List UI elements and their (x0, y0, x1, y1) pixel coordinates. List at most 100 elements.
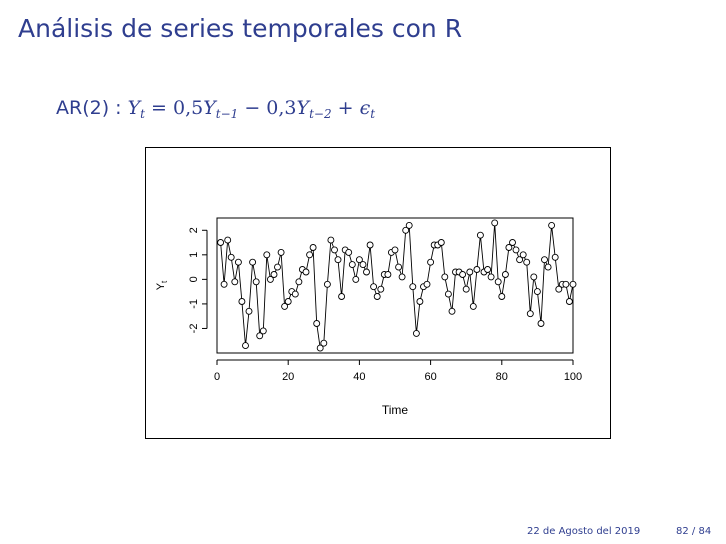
footer-date: 22 de Agosto del 2019 (527, 526, 641, 537)
data-point (398, 273, 406, 281)
data-point (224, 236, 232, 244)
data-point (377, 285, 385, 293)
data-point (295, 278, 303, 286)
x-tick-label: 40 (353, 371, 365, 383)
y-tick-label: 1 (188, 252, 200, 258)
data-point (498, 293, 506, 300)
data-point (391, 246, 399, 254)
data-point (355, 256, 363, 264)
data-point (551, 253, 559, 261)
data-point (313, 320, 321, 327)
data-point (270, 271, 278, 278)
data-point (395, 263, 403, 271)
formula-sub-t: t (140, 107, 145, 121)
data-point (316, 344, 324, 352)
data-point (266, 275, 274, 283)
time-series-chart: 0 20 40 60 80 100 -2 -1 0 1 2 Time Yt (155, 217, 582, 417)
data-point (548, 221, 556, 229)
data-point (516, 256, 524, 264)
data-point (509, 239, 516, 246)
data-point (291, 290, 299, 298)
data-point (331, 246, 338, 254)
data-point (466, 268, 474, 276)
x-tick-label: 100 (564, 371, 582, 383)
data-point (366, 241, 374, 249)
x-tick-label: 60 (424, 371, 436, 383)
ar2-formula: AR(2) : Yt = 0,5Yt−1 − 0,3Yt−2 + ϵt (56, 97, 375, 121)
x-tick-label: 80 (496, 371, 508, 383)
data-point (352, 275, 360, 283)
data-point (469, 302, 477, 310)
y-axis-title: Yt (155, 280, 169, 290)
data-point (345, 248, 353, 256)
data-point (569, 280, 577, 288)
data-point (370, 283, 378, 291)
data-point (448, 307, 456, 315)
data-point (284, 298, 292, 305)
plot-box (216, 217, 574, 354)
data-point (338, 293, 346, 300)
data-point (242, 342, 249, 350)
data-point (505, 244, 513, 251)
data-point (348, 261, 356, 269)
data-point (523, 258, 531, 266)
data-point (530, 273, 538, 281)
formula-sub1: t−1 (215, 107, 239, 121)
formula-coef2: 0,3 (266, 97, 297, 119)
data-point (491, 219, 499, 227)
data-point (476, 231, 484, 239)
data-point (526, 310, 534, 318)
data-point (227, 253, 235, 261)
data-point (537, 320, 545, 327)
data-point (405, 221, 413, 229)
data-point (363, 268, 370, 276)
formula-plus: + (337, 97, 354, 119)
data-point (441, 273, 449, 281)
data-point (302, 268, 310, 276)
data-point (459, 271, 467, 278)
formula-minus: − (244, 97, 261, 119)
data-point (220, 280, 228, 288)
data-point (238, 298, 246, 305)
data-point (494, 278, 502, 286)
formula-y1: Y (203, 97, 216, 119)
data-point (544, 263, 552, 271)
data-point (427, 258, 435, 266)
series-line (220, 222, 574, 350)
data-point (437, 239, 445, 246)
slide-title: Análisis de series temporales con R (18, 14, 463, 43)
data-point (462, 285, 470, 293)
data-point (473, 266, 481, 273)
data-point (487, 273, 495, 281)
data-point (234, 258, 242, 266)
data-point (512, 246, 520, 254)
formula-y: Y (127, 97, 141, 119)
data-point (256, 332, 264, 340)
data-point (484, 266, 492, 273)
data-point (565, 298, 573, 305)
formula-y2: Y (296, 97, 310, 119)
formula-lhs: AR(2) : (56, 97, 122, 119)
data-point (423, 280, 431, 288)
data-point (501, 271, 509, 278)
data-point (231, 278, 239, 286)
data-point (334, 256, 342, 264)
data-point (259, 327, 267, 335)
y-tick-label: 2 (188, 227, 200, 233)
x-tick-label: 0 (214, 371, 220, 383)
data-point (402, 226, 410, 234)
data-point (249, 258, 257, 266)
data-point (327, 236, 335, 244)
formula-equals: = (151, 97, 167, 119)
data-point (217, 239, 225, 246)
formula-coef1: 0,5 (173, 97, 204, 119)
data-point (323, 280, 331, 288)
data-point (541, 256, 548, 264)
data-point (320, 339, 328, 347)
data-point (555, 285, 563, 293)
chart-frame: 0 20 40 60 80 100 -2 -1 0 1 2 Time Yt (145, 147, 611, 439)
footer-page-number: 82 / 84 (676, 526, 712, 537)
data-point (409, 283, 417, 291)
y-tick-label: -2 (188, 324, 200, 334)
formula-sub-eps: t (370, 107, 376, 121)
